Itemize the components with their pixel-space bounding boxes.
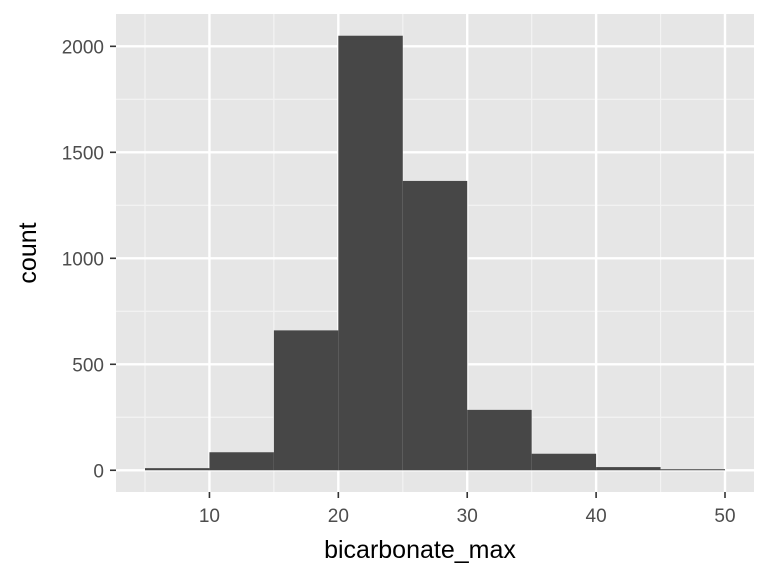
histogram-bar xyxy=(660,469,725,471)
histogram-bar xyxy=(531,453,597,471)
y-axis: 0 500 1000 1500 2000 xyxy=(62,37,116,482)
histogram-bar xyxy=(402,180,468,471)
x-tick-label: 40 xyxy=(586,506,607,527)
histogram-bar xyxy=(273,330,339,471)
y-axis-title: count xyxy=(14,222,42,283)
x-tick-label: 20 xyxy=(328,506,349,527)
histogram-bar xyxy=(209,452,274,471)
x-tick-label: 10 xyxy=(199,506,220,527)
histogram-bar xyxy=(596,467,661,471)
histogram-bar xyxy=(467,409,532,471)
histogram-bar xyxy=(338,35,403,471)
y-tick-label: 500 xyxy=(72,355,104,376)
y-tick-label: 1500 xyxy=(62,143,104,164)
x-axis: 10 20 30 40 50 xyxy=(199,492,736,527)
y-tick-label: 2000 xyxy=(62,37,104,58)
histogram-bar xyxy=(145,468,210,471)
y-tick-label: 1000 xyxy=(62,249,104,270)
x-tick-label: 50 xyxy=(714,506,735,527)
x-tick-label: 30 xyxy=(457,506,478,527)
histogram-bars xyxy=(145,35,725,471)
x-axis-title: bicarbonate_max xyxy=(324,536,516,564)
y-tick-label: 0 xyxy=(93,461,104,482)
